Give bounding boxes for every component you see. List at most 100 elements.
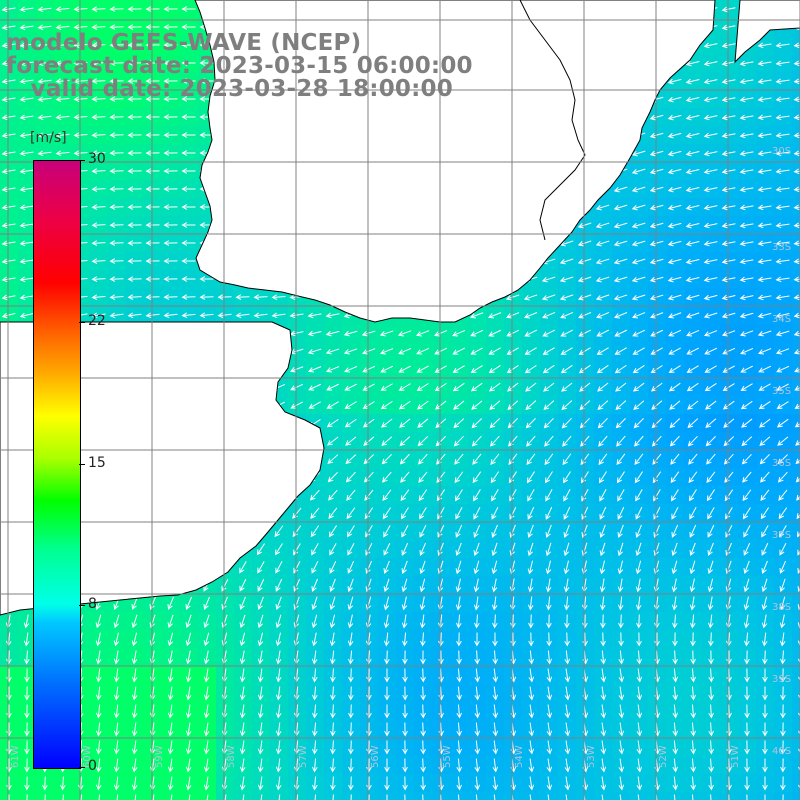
wind-arrow	[667, 168, 682, 175]
wind-arrow	[472, 453, 482, 465]
wind-arrow	[257, 561, 265, 574]
wind-arrow	[37, 78, 52, 85]
wind-cell	[792, 450, 800, 469]
wind-cell	[792, 540, 800, 559]
wind-arrow	[524, 329, 538, 337]
wind-arrow	[19, 168, 34, 175]
wind-arrow	[546, 650, 553, 665]
wind-arrow	[473, 614, 480, 629]
wind-arrow	[203, 740, 210, 755]
wind-arrow	[19, 132, 34, 139]
wind-arrow	[690, 758, 697, 773]
wind-arrow	[798, 730, 800, 736]
wind-arrow	[798, 784, 800, 790]
wind-arrow	[362, 401, 375, 410]
wind-arrow	[6, 650, 12, 665]
wind-arrow	[329, 650, 336, 665]
wind-arrow	[109, 186, 124, 192]
wind-arrow	[650, 347, 663, 355]
wind-arrow	[705, 418, 717, 428]
wind-arrow	[1, 132, 16, 139]
wind-arrow	[289, 366, 304, 373]
wind-arrow	[1, 114, 16, 121]
wind-arrow	[488, 365, 501, 374]
wind-cell	[630, 792, 649, 800]
wind-arrow	[775, 186, 790, 193]
wind-arrow	[524, 347, 537, 355]
wind-arrow	[311, 722, 318, 737]
wind-arrow	[780, 650, 786, 665]
wind-arrow	[795, 458, 800, 465]
wind-arrow	[721, 24, 736, 31]
wind-arrow	[739, 186, 754, 193]
wind-arrow	[707, 507, 715, 520]
wind-arrow	[618, 668, 625, 683]
wind-arrow	[617, 578, 624, 593]
wind-arrow	[402, 668, 408, 683]
wind-arrow	[597, 400, 609, 411]
wind-arrow	[757, 96, 772, 103]
wind-arrow	[381, 454, 392, 465]
wind-arrow	[37, 42, 52, 49]
wind-arrow	[667, 78, 682, 85]
wind-arrow	[475, 794, 478, 800]
wind-arrow	[366, 722, 372, 737]
lat-label: 39S	[772, 674, 791, 685]
wind-arrow	[631, 294, 646, 301]
wind-arrow	[545, 489, 553, 502]
wind-arrow	[491, 524, 498, 538]
wind-cell	[468, 792, 487, 800]
wind-arrow	[708, 722, 714, 737]
wind-arrow	[127, 204, 142, 210]
wind-arrow	[793, 204, 800, 211]
wind-arrow	[347, 596, 354, 611]
wind-arrow	[127, 42, 142, 48]
wind-arrow	[528, 704, 535, 719]
wind-arrow	[181, 276, 196, 282]
wind-arrow	[473, 596, 480, 611]
wind-arrow	[55, 114, 70, 121]
wind-arrow	[690, 686, 697, 701]
wind-arrow	[741, 436, 753, 447]
wind-arrow	[672, 740, 679, 755]
wind-arrow	[541, 276, 556, 283]
wind-arrow	[797, 586, 800, 593]
wind-arrow	[116, 794, 119, 800]
wind-arrow	[690, 632, 696, 647]
wind-arrow	[778, 489, 788, 501]
wind-arrow	[113, 614, 120, 629]
wind-arrow	[455, 542, 462, 557]
wind-arrow	[546, 686, 553, 701]
wind-arrow	[597, 417, 608, 429]
wind-arrow	[649, 204, 664, 211]
wind-arrow	[528, 758, 535, 773]
wind-arrow	[131, 776, 138, 791]
wind-arrow	[145, 312, 160, 319]
wind-arrow	[689, 578, 696, 593]
wind-arrow	[361, 330, 376, 337]
wind-arrow	[581, 489, 589, 502]
wind-arrow	[474, 758, 481, 773]
wind-arrow	[163, 42, 178, 48]
wind-arrow	[600, 686, 607, 701]
wind-arrow	[422, 794, 424, 800]
wind-arrow	[739, 240, 754, 247]
wind-arrow	[37, 96, 52, 103]
wind-arrow	[417, 436, 429, 447]
wind-arrow	[614, 312, 628, 319]
wind-arrow	[599, 489, 607, 502]
wind-arrow	[654, 614, 660, 629]
wind-arrow	[578, 364, 591, 374]
wind-cell	[792, 648, 800, 667]
wind-arrow	[19, 222, 34, 229]
wind-arrow	[24, 704, 30, 719]
wind-arrow	[617, 524, 624, 539]
wind-arrow	[743, 525, 751, 538]
wind-arrow	[685, 114, 700, 121]
wind-arrow	[384, 776, 390, 791]
wind-arrow	[739, 150, 754, 157]
wind-arrow	[308, 383, 322, 391]
wind-arrow	[366, 776, 372, 791]
wind-arrow	[559, 276, 574, 283]
wind-arrow	[307, 348, 322, 355]
